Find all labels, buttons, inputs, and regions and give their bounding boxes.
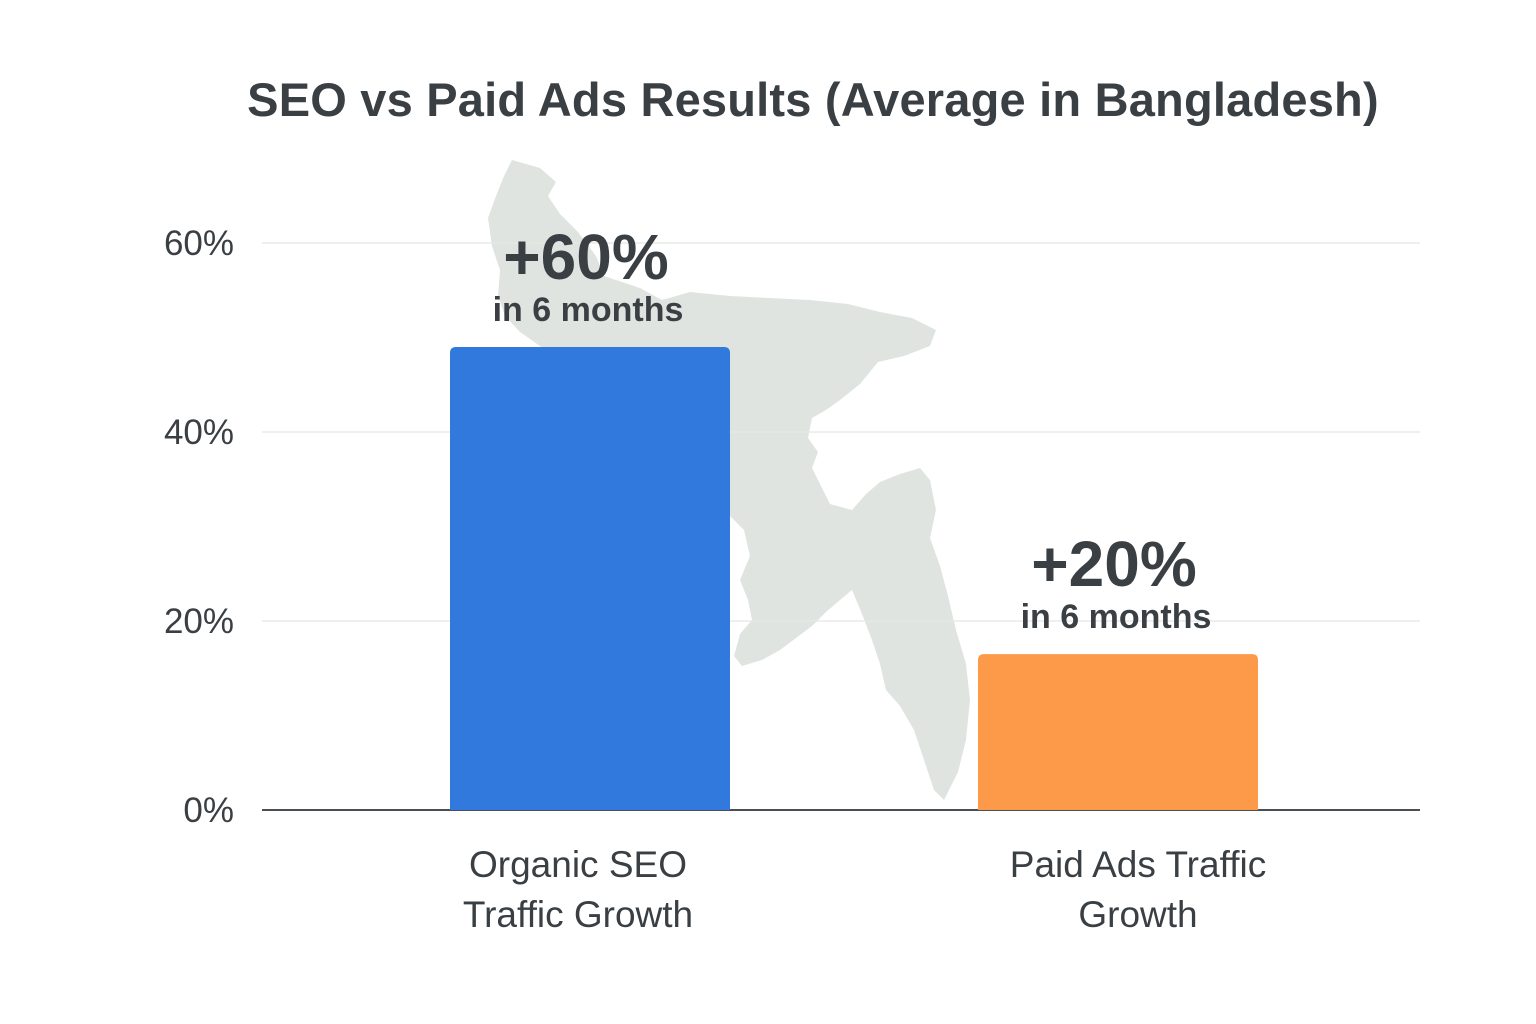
y-tick-label: 20% [164,602,234,641]
bar-value-label: +60% [503,221,668,293]
bar [978,654,1258,810]
x-category-label: Organic SEO [469,844,687,885]
y-tick-label: 0% [183,791,234,830]
bar-value-label: +20% [1031,528,1196,600]
y-tick-label: 40% [164,413,234,452]
x-category-label: Traffic Growth [463,894,693,935]
bar-sub-label: in 6 months [1021,598,1212,636]
chart-title: SEO vs Paid Ads Results (Average in Bang… [247,73,1379,126]
y-tick-label: 60% [164,224,234,263]
bar-sub-label: in 6 months [493,291,684,329]
bar [450,346,730,810]
x-category-label: Paid Ads Traffic [1010,844,1266,885]
x-category-label: Growth [1078,894,1197,935]
